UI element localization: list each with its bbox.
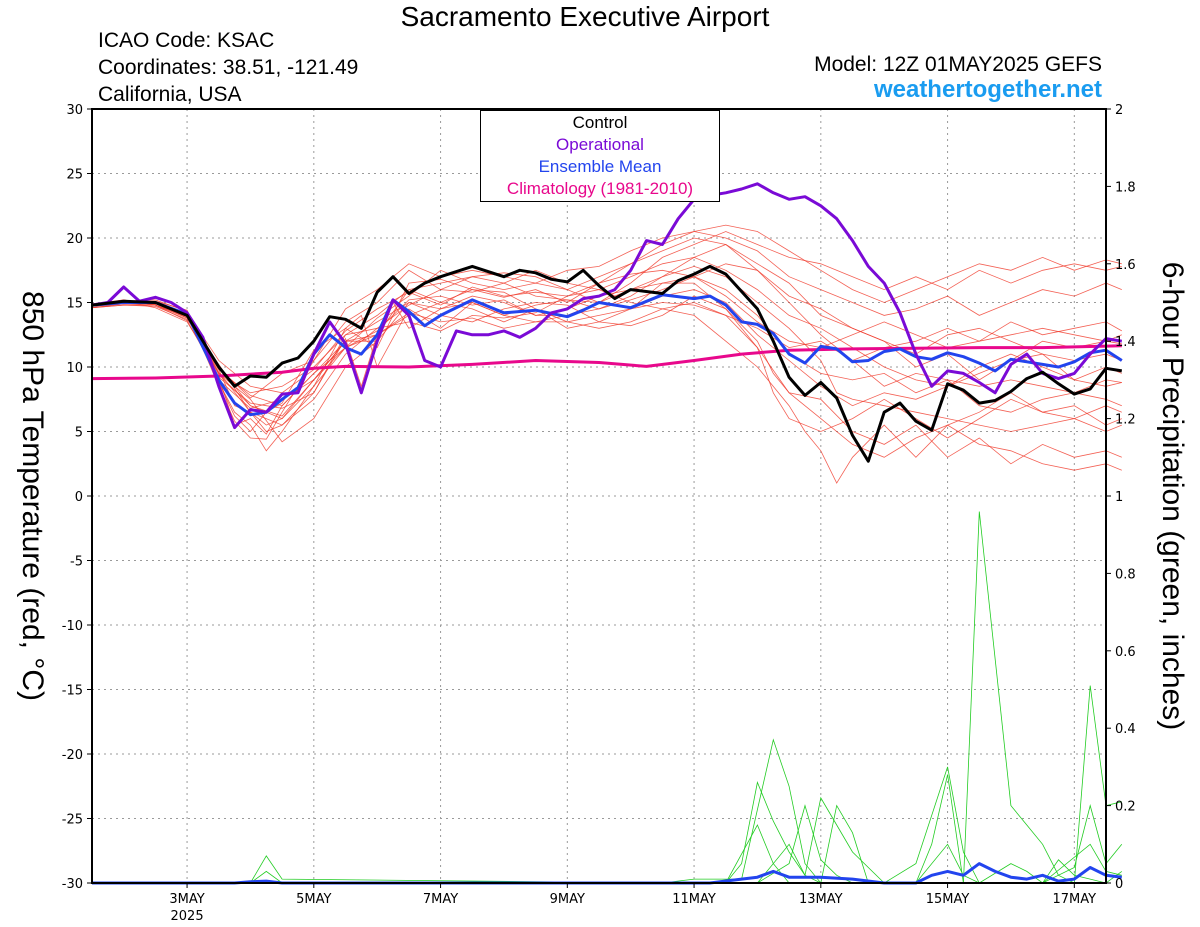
- legend-item-climatology: Climatology (1981-2010): [506, 179, 694, 198]
- y-tick-label: 25: [66, 168, 83, 183]
- y2-tick-label: 1.6: [1115, 258, 1136, 273]
- x-tick-label: 15MAY: [926, 892, 970, 907]
- climatology-line: [91, 344, 1122, 381]
- ensemble-mean-line: [91, 293, 1123, 417]
- model-run: Model: 12Z 01MAY2025 GEFS: [814, 53, 1102, 76]
- y-tick-label: 5: [75, 426, 83, 441]
- y-tick-label: -25: [62, 813, 83, 828]
- temperature-member-line: [91, 269, 1122, 394]
- y2-tick-label: 0.8: [1115, 567, 1136, 582]
- x-tick-label: 7MAY: [423, 892, 458, 907]
- y-axis-right-ticks: 2 1.8 1.6 1.4 1.2 1 0.8 0.6 0.4 0.2 0: [1106, 103, 1136, 892]
- y-tick-label: 0: [75, 490, 83, 505]
- icao-code: ICAO Code: KSAC: [98, 29, 275, 52]
- x-tick-label: 9MAY: [550, 892, 585, 907]
- legend: Control Operational Ensemble Mean Climat…: [480, 110, 720, 202]
- y2-tick-label: 1.4: [1115, 335, 1136, 350]
- y-tick-label: -5: [70, 555, 83, 570]
- control-line: [91, 264, 1123, 463]
- y2-tick-label: 0: [1115, 877, 1123, 892]
- y-tick-label: -10: [62, 619, 83, 634]
- grid-lines: [92, 109, 1106, 883]
- temperature-member-line: [91, 282, 1122, 471]
- x-tick-year-label: 2025: [171, 909, 204, 924]
- x-tick-label: 17MAY: [1053, 892, 1097, 907]
- x-tick-label: 13MAY: [799, 892, 843, 907]
- temperature-member-line: [91, 231, 1122, 440]
- legend-item-control: Control: [572, 113, 628, 132]
- x-tick-label: 3MAY: [169, 892, 204, 907]
- y-tick-label: 15: [66, 297, 83, 312]
- y2-tick-label: 0.2: [1115, 800, 1136, 815]
- chart-title: Sacramento Executive Airport: [400, 1, 770, 32]
- y-tick-label: 10: [66, 361, 83, 376]
- y-tick-label: 20: [66, 232, 83, 247]
- temperature-member-line: [91, 302, 1122, 452]
- brand-link[interactable]: weathertogether.net: [873, 76, 1102, 103]
- y-tick-label: 30: [66, 103, 83, 118]
- precip-member-line: [92, 766, 1123, 884]
- y2-tick-label: 1: [1115, 490, 1123, 505]
- y-axis-left-ticks: 30 25 20 15 10 5 0 -5 -10 -15 -20 -25 -30: [62, 103, 92, 892]
- temperature-member-line: [91, 265, 1122, 432]
- x-tick-label: 11MAY: [672, 892, 716, 907]
- y-axis-right-label: 6-hour Precipitation (green, inches): [1156, 261, 1189, 731]
- location: California, USA: [98, 83, 242, 106]
- y-axis-left-label: 850 hPa Temperature (red, °C): [16, 291, 49, 701]
- y-tick-label: -15: [62, 684, 83, 699]
- temperature-member-line: [91, 224, 1122, 399]
- temperature-member-line: [91, 295, 1122, 465]
- y2-tick-label: 1.8: [1115, 180, 1136, 195]
- x-axis-ticks: 3MAY 2025 5MAY 7MAY 9MAY 11MAY 13MAY 15MAY 17MAY: [169, 883, 1096, 924]
- coordinates: Coordinates: 38.51, -121.49: [98, 56, 359, 79]
- plot-background: [92, 109, 1106, 883]
- y-tick-label: -20: [62, 748, 83, 763]
- y2-tick-label: 2: [1115, 103, 1123, 118]
- y2-tick-label: 0.4: [1115, 722, 1136, 737]
- main-series: [91, 182, 1123, 885]
- legend-item-operational: Operational: [556, 135, 644, 154]
- x-tick-label: 5MAY: [296, 892, 331, 907]
- y2-tick-label: 0.6: [1115, 645, 1136, 660]
- y2-tick-label: 1.2: [1115, 413, 1136, 428]
- legend-item-ensemble-mean: Ensemble Mean: [538, 157, 662, 176]
- y-tick-label: -30: [62, 877, 83, 892]
